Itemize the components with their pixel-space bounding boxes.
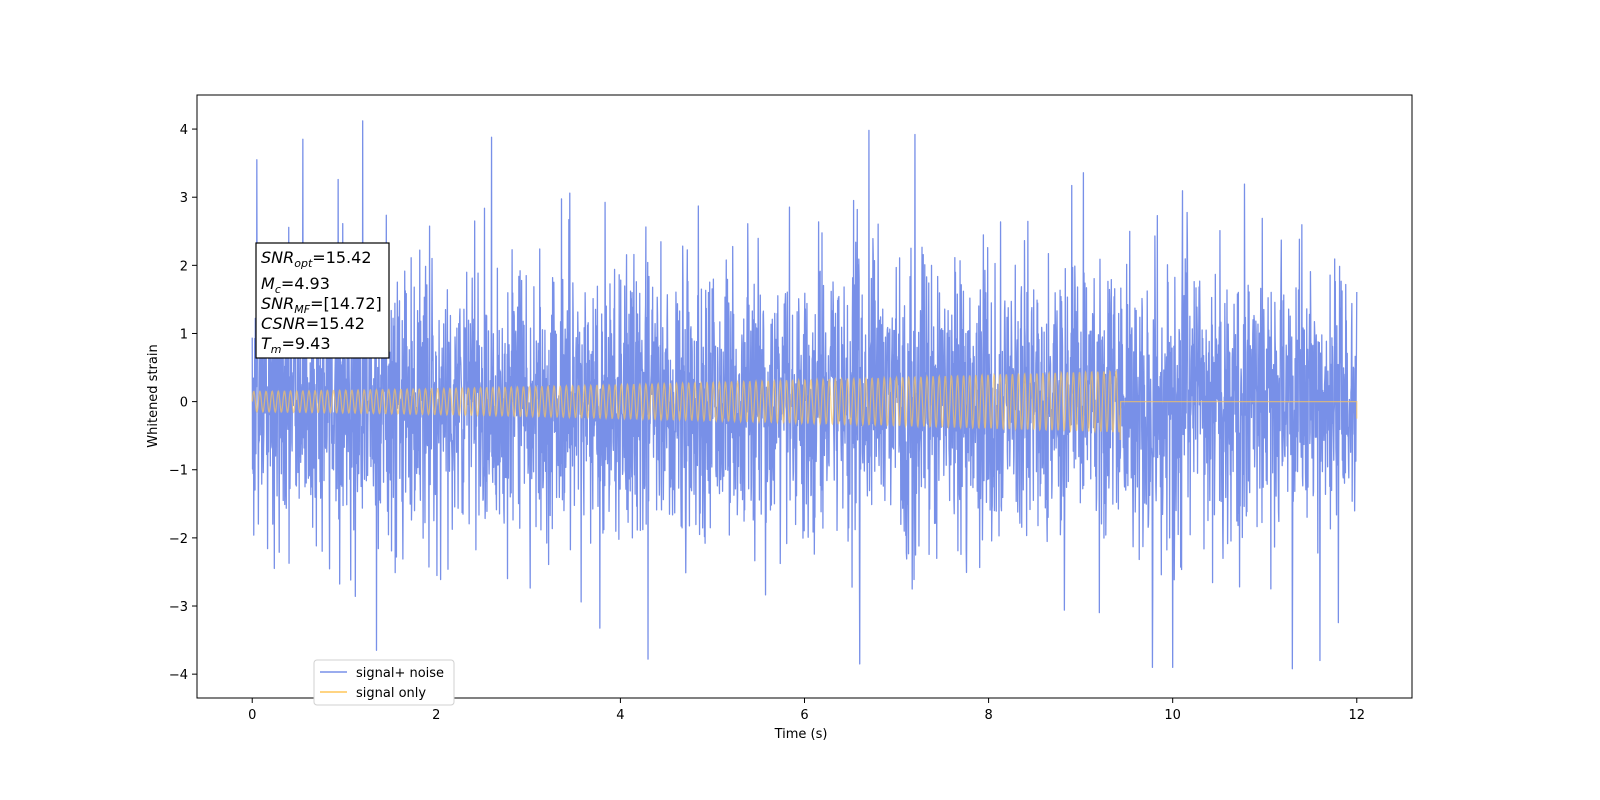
y-tick-label: 1 xyxy=(180,327,188,342)
y-tick-label: −3 xyxy=(169,600,188,615)
x-tick-label: 0 xyxy=(248,708,256,723)
annotation-snr-mf: SNRMF=[14.72] xyxy=(261,294,382,316)
annotation-box: SNRopt=15.42 Mc=4.93 SNRMF=[14.72] CSNR=… xyxy=(255,242,390,359)
series-signal-noise-line xyxy=(251,120,1358,670)
y-tick-label: −2 xyxy=(169,532,188,547)
annotation-csnr: CSNR=15.42 xyxy=(261,314,365,333)
annotation-tm: Tm=9.43 xyxy=(261,334,331,356)
annotation-mc: Mc=4.93 xyxy=(261,274,330,296)
x-tick-label: 6 xyxy=(800,708,808,723)
annotation-snr-opt: SNRopt=15.42 xyxy=(261,248,372,270)
y-tick-label: 0 xyxy=(180,396,188,411)
x-axis-label: Time (s) xyxy=(774,727,828,742)
y-tick-label: −1 xyxy=(169,464,188,479)
y-axis-label: Whitened strain xyxy=(146,344,161,447)
x-tick-label: 8 xyxy=(984,708,992,723)
x-tick-label: 10 xyxy=(1164,708,1181,723)
legend: signal+ noise signal only xyxy=(313,659,455,706)
legend-label-signal-only: signal only xyxy=(356,686,426,701)
y-tick-label: 4 xyxy=(180,123,188,138)
series-signal-only-line xyxy=(251,369,1358,440)
y-tick-label: 2 xyxy=(180,259,188,274)
x-tick-label: 4 xyxy=(616,708,624,723)
x-tick-label: 2 xyxy=(432,708,440,723)
legend-label-signal-noise: signal+ noise xyxy=(356,666,444,681)
y-tick-label: −4 xyxy=(169,668,188,683)
y-tick-label: 3 xyxy=(180,191,188,206)
x-tick-label: 12 xyxy=(1348,708,1365,723)
